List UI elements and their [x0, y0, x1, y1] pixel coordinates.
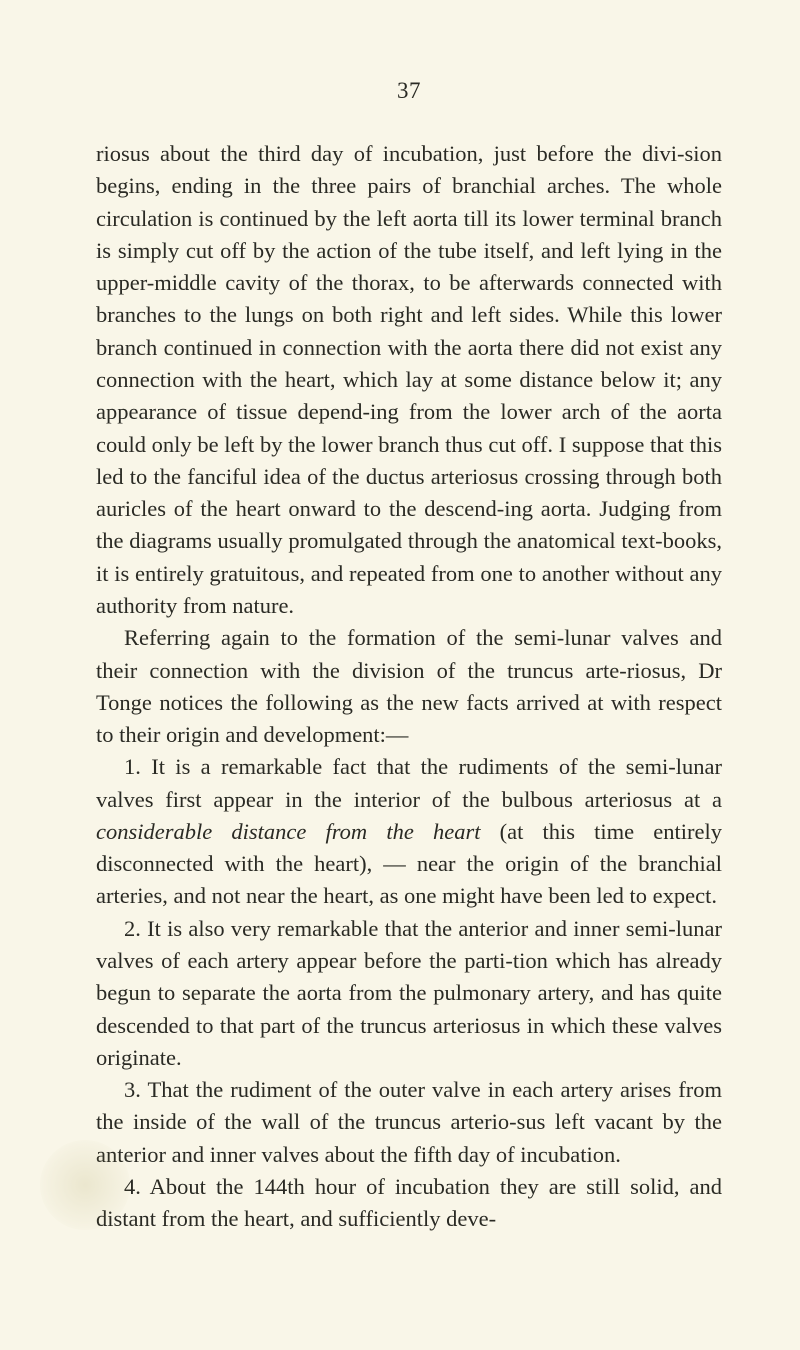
paragraph: riosus about the third day of incubation… — [96, 138, 722, 622]
paragraph: 1. It is a remarkable fact that the rudi… — [96, 751, 722, 912]
text-run: Referring again to the formation of the … — [96, 625, 722, 747]
paragraph: 4. About the 144th hour of incubation th… — [96, 1171, 722, 1236]
paragraph: 2. It is also very remarkable that the a… — [96, 913, 722, 1074]
text-run: 3. That the rudiment of the outer valve … — [96, 1077, 722, 1167]
paragraph: 3. That the rudiment of the outer valve … — [96, 1074, 722, 1171]
paragraph: Referring again to the formation of the … — [96, 622, 722, 751]
text-run: 4. About the 144th hour of incubation th… — [96, 1174, 722, 1231]
text-run: 1. It is a remarkable fact that the rudi… — [96, 754, 722, 811]
italic-text: considerable distance from the heart — [96, 819, 480, 844]
page-number: 37 — [96, 78, 722, 104]
body-text: riosus about the third day of incubation… — [96, 138, 722, 1236]
text-run: riosus about the third day of incubation… — [96, 141, 722, 618]
text-run: 2. It is also very remarkable that the a… — [96, 916, 722, 1070]
page-content: 37 riosus about the third day of incubat… — [96, 78, 722, 1236]
